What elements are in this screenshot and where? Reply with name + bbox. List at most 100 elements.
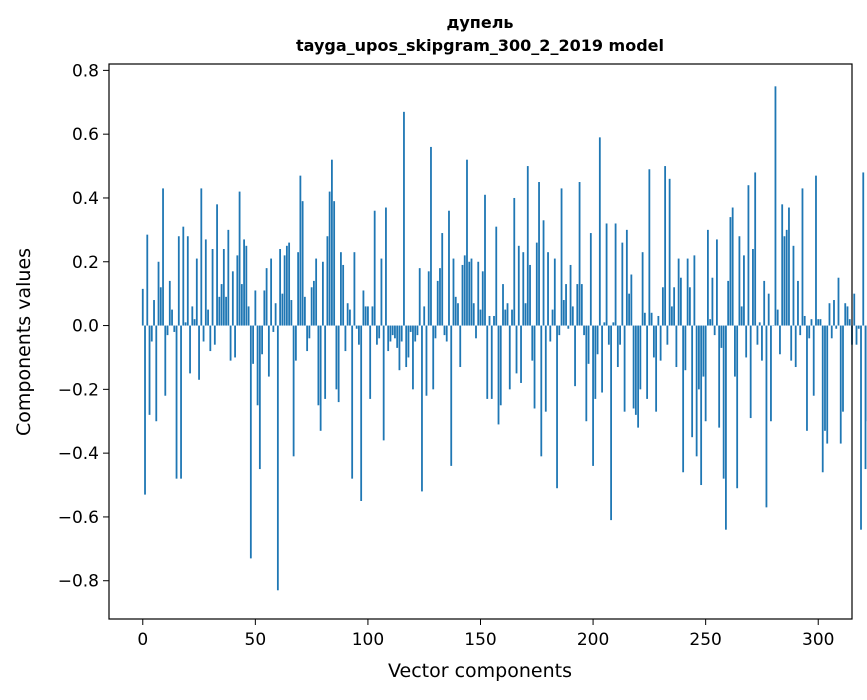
bar	[516, 326, 518, 374]
bar	[781, 204, 783, 325]
bar	[421, 326, 423, 492]
bar	[171, 310, 173, 326]
bar	[655, 326, 657, 412]
bar	[275, 303, 277, 325]
bar	[464, 255, 466, 325]
bar	[363, 290, 365, 325]
bar	[788, 208, 790, 326]
bar	[432, 326, 434, 390]
y-tick-label: 0.4	[72, 189, 99, 209]
bar	[293, 326, 295, 457]
x-tick-label: 50	[245, 630, 267, 650]
bar	[543, 220, 545, 325]
bar	[833, 300, 835, 326]
bar	[272, 326, 274, 332]
bar	[777, 310, 779, 326]
bar	[221, 284, 223, 325]
bar	[784, 236, 786, 325]
bars-group	[142, 86, 867, 590]
bar	[329, 192, 331, 326]
y-tick-label: −0.6	[58, 508, 99, 528]
bar	[455, 297, 457, 326]
bar	[736, 326, 738, 489]
bar	[212, 249, 214, 326]
bar	[576, 284, 578, 325]
bar	[520, 326, 522, 383]
bar	[633, 326, 635, 409]
x-tick-label: 300	[802, 630, 834, 650]
bar	[572, 306, 574, 325]
bar	[779, 326, 781, 355]
bar	[646, 326, 648, 399]
bar	[232, 271, 234, 325]
bar	[504, 310, 506, 326]
bar	[500, 326, 502, 406]
bar	[696, 326, 698, 457]
bar	[858, 326, 860, 329]
bar	[347, 303, 349, 325]
bar	[173, 326, 175, 332]
bar	[306, 326, 308, 352]
bar	[320, 326, 322, 431]
bar	[507, 303, 509, 325]
bar	[745, 326, 747, 358]
y-axis: −0.8−0.6−0.4−0.20.00.20.40.60.8	[58, 61, 109, 591]
bar	[511, 310, 513, 326]
bar	[243, 239, 245, 325]
bar	[538, 182, 540, 326]
bar	[498, 326, 500, 425]
bar	[669, 179, 671, 326]
bar	[178, 236, 180, 325]
bar	[743, 255, 745, 325]
bar	[396, 326, 398, 348]
bar	[673, 287, 675, 325]
bar	[399, 326, 401, 371]
bar	[254, 290, 256, 325]
y-tick-label: 0.0	[72, 317, 99, 337]
bar	[419, 268, 421, 325]
bar	[392, 326, 394, 336]
bar	[234, 326, 236, 358]
y-tick-label: 0.2	[72, 253, 99, 273]
bar	[182, 227, 184, 326]
bar	[167, 326, 169, 336]
bar	[196, 259, 198, 326]
bar	[281, 294, 283, 326]
bar	[441, 233, 443, 325]
bar	[439, 268, 441, 325]
bar	[144, 326, 146, 495]
bar	[239, 192, 241, 326]
y-tick-label: −0.8	[58, 572, 99, 592]
bar	[642, 252, 644, 325]
bar	[707, 230, 709, 326]
bar	[590, 233, 592, 325]
bar	[786, 230, 788, 326]
bar	[739, 236, 741, 325]
bar	[164, 326, 166, 396]
bar	[813, 326, 815, 396]
bar	[849, 319, 851, 325]
bar	[331, 160, 333, 326]
bar	[491, 326, 493, 399]
bar	[842, 326, 844, 412]
bar	[295, 326, 297, 361]
bar	[606, 223, 608, 325]
bar	[383, 326, 385, 441]
bar	[351, 326, 353, 479]
bar	[682, 326, 684, 473]
bar	[155, 326, 157, 422]
y-tick-label: 0.6	[72, 125, 99, 145]
bar	[257, 326, 259, 406]
bar	[187, 236, 189, 325]
bar	[741, 306, 743, 325]
bar	[723, 326, 725, 479]
bar	[459, 326, 461, 367]
bar	[146, 235, 148, 326]
bar	[266, 268, 268, 325]
bar	[536, 243, 538, 326]
bar	[619, 326, 621, 345]
bar	[259, 326, 261, 470]
bar	[860, 326, 862, 530]
bar	[169, 281, 171, 326]
